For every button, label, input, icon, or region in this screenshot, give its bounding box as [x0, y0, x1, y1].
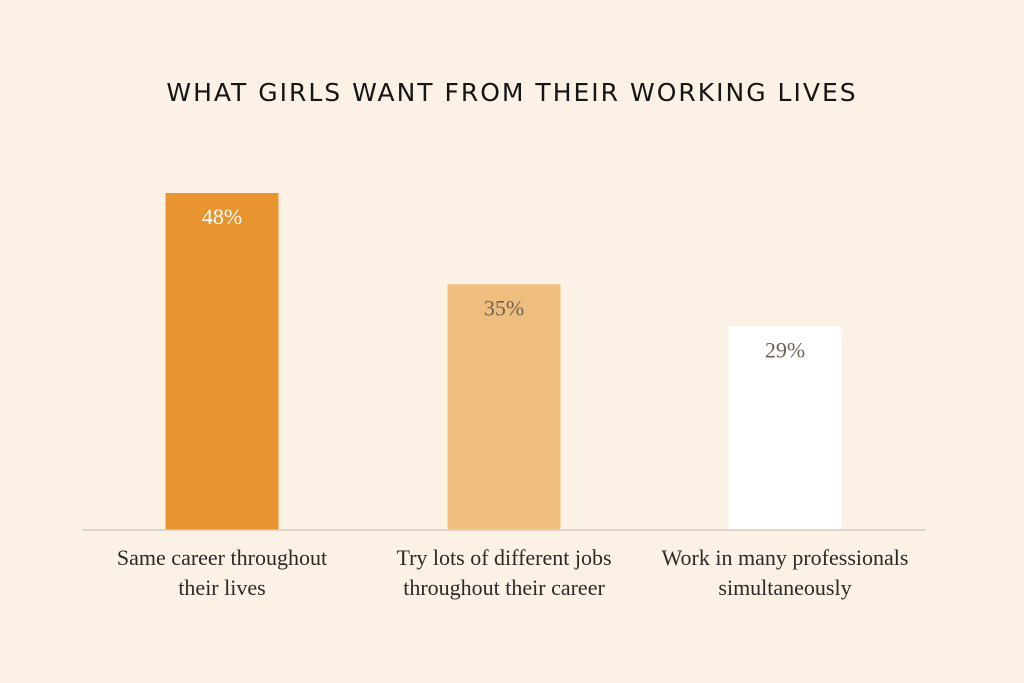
bar-3	[728, 326, 842, 530]
value-label-2: 35%	[484, 295, 524, 320]
category-label-1-line-2: their lives	[178, 575, 265, 600]
category-label-3-line-2: simultaneously	[718, 575, 851, 600]
value-label-1: 48%	[202, 204, 242, 229]
value-labels-group: 48% 35% 29%	[202, 204, 805, 362]
chart-title: WHAT GIRLS WANT FROM THEIR WORKING LIVES	[166, 78, 858, 107]
category-label-2-line-2: throughout their career	[403, 575, 605, 600]
bar-2	[447, 284, 561, 530]
bars-group	[165, 193, 842, 530]
category-label-2-line-1: Try lots of different jobs	[396, 545, 611, 570]
category-labels-group: Same career throughout their lives Try lot…	[117, 545, 909, 600]
bar-1	[165, 193, 279, 530]
value-label-3: 29%	[765, 337, 805, 362]
category-label-3-line-1: Work in many professionals	[662, 545, 909, 570]
category-label-1-line-1: Same career throughout	[117, 545, 327, 570]
